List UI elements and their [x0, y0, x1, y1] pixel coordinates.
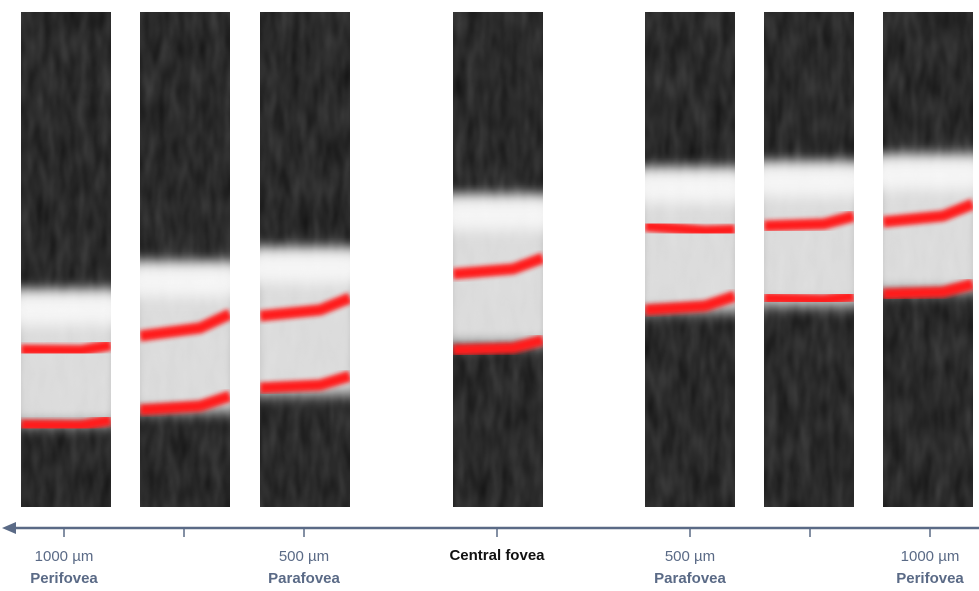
texture: [645, 12, 735, 507]
axis-label: Central fovea: [417, 545, 577, 567]
axis-label: 1000 µm Perifovea: [850, 546, 979, 590]
axis-label: 1000 µm Perifovea: [0, 546, 144, 590]
segmentation-line: [645, 290, 735, 316]
strip-body: [764, 12, 854, 507]
distance: 1000 µm: [34, 548, 94, 565]
segmentation-line: [883, 198, 973, 228]
texture: [260, 12, 350, 507]
segmentation-line: [21, 414, 111, 432]
texture: [764, 12, 854, 507]
segmentation-line: [453, 334, 543, 356]
segmentation-line: [140, 309, 230, 342]
oct-strip: [764, 12, 854, 507]
segmentation-line: [260, 292, 350, 322]
distance: 500 µm: [664, 548, 716, 565]
region: Parafovea: [268, 570, 340, 587]
strip-body: [453, 12, 543, 507]
oct-strip: [140, 12, 230, 507]
distance: 1000 µm: [900, 548, 960, 565]
strip-body: [883, 12, 973, 507]
segmentation-line: [21, 339, 111, 357]
segmentation-line: [140, 390, 230, 416]
texture: [883, 12, 973, 507]
strip-body: [645, 12, 735, 507]
axis-label: 500 µm Parafovea: [224, 546, 384, 590]
strip-body: [260, 12, 350, 507]
region: Parafovea: [654, 570, 726, 587]
segmentation-line: [453, 252, 543, 280]
segmentation-line: [260, 370, 350, 394]
segmentation-line: [764, 210, 854, 232]
strip-body: [21, 12, 111, 507]
segmentation-line: [764, 290, 854, 306]
segmentation-line: [645, 220, 735, 237]
segmentation-line: [883, 278, 973, 300]
region: Perifovea: [896, 570, 964, 587]
oct-strip: [645, 12, 735, 507]
texture: [140, 12, 230, 507]
axis-label: 500 µm Parafovea: [610, 546, 770, 590]
arrow-head: [2, 522, 16, 534]
oct-strip: [21, 12, 111, 507]
distance: 500 µm: [278, 548, 330, 565]
texture: [21, 12, 111, 507]
strip-body: [140, 12, 230, 507]
region: Perifovea: [30, 570, 98, 587]
region: Central fovea: [449, 547, 545, 564]
oct-strip: [453, 12, 543, 507]
oct-strip: [883, 12, 973, 507]
oct-strip: [260, 12, 350, 507]
